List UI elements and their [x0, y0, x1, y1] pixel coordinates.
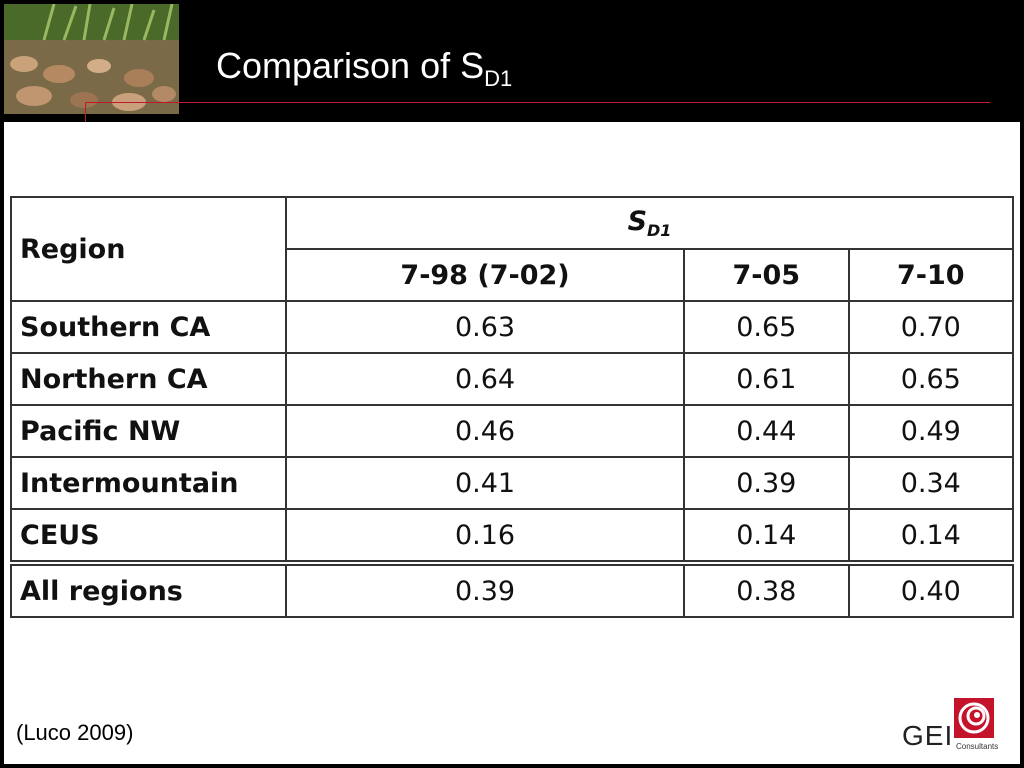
table-row: Northern CA 0.64 0.61 0.65: [10, 352, 1014, 406]
table-cell: 0.40: [847, 560, 1014, 618]
table-cell: 0.14: [683, 508, 850, 564]
sd1-group-header: SD1: [285, 196, 1014, 250]
table-cell: 0.49: [847, 404, 1014, 458]
column-header: 7-10: [847, 248, 1014, 302]
slide-header: Comparison of SD1: [0, 0, 1024, 162]
table-cell: 0.46: [284, 404, 686, 458]
table-cell: 0.39: [683, 456, 850, 510]
region-name: CEUS: [10, 508, 287, 564]
table-cell: 0.41: [284, 456, 686, 510]
table-row: CEUS 0.16 0.14 0.14: [10, 508, 1014, 564]
region-name: Pacific NW: [10, 404, 287, 458]
table-row: Intermountain 0.41 0.39 0.34: [10, 456, 1014, 510]
table-cell: 0.70: [847, 300, 1014, 354]
slide-title: Comparison of SD1: [216, 45, 513, 91]
table-cell: 0.39: [284, 560, 686, 618]
comparison-table: Region SD1 7-98 (7-02) 7-05 7-10 Souther…: [10, 196, 1014, 618]
table-cell: 0.65: [847, 352, 1014, 406]
title-underline: [86, 102, 990, 103]
logo-subtext: Consultants: [956, 742, 999, 751]
table-cell: 0.44: [683, 404, 850, 458]
table-cell: 0.34: [847, 456, 1014, 510]
gei-logo: GEI Consultants: [902, 698, 998, 754]
table-cell: 0.38: [683, 560, 850, 618]
slide-body: Region SD1 7-98 (7-02) 7-05 7-10 Souther…: [4, 122, 1020, 764]
header-photo: [4, 4, 179, 114]
table-cell: 0.63: [284, 300, 686, 354]
column-header: 7-05: [683, 248, 850, 302]
region-name: Northern CA: [10, 352, 287, 406]
spiral-logo-icon: [954, 698, 994, 738]
table-row-total: All regions 0.39 0.38 0.40: [10, 560, 1014, 618]
table-row: Pacific NW 0.46 0.44 0.49: [10, 404, 1014, 458]
table-cell: 0.14: [847, 508, 1014, 564]
column-header: 7-98 (7-02): [284, 248, 686, 302]
table-cell: 0.61: [683, 352, 850, 406]
logo-text: GEI: [902, 720, 954, 751]
source-citation: (Luco 2009): [16, 720, 134, 745]
region-name: Intermountain: [10, 456, 287, 510]
region-header: Region: [10, 196, 287, 302]
table-cell: 0.16: [284, 508, 686, 564]
table-cell: 0.64: [284, 352, 686, 406]
region-name: All regions: [10, 560, 287, 618]
region-name: Southern CA: [10, 300, 287, 354]
table-row: Southern CA 0.63 0.65 0.70: [10, 300, 1014, 354]
table-cell: 0.65: [683, 300, 850, 354]
